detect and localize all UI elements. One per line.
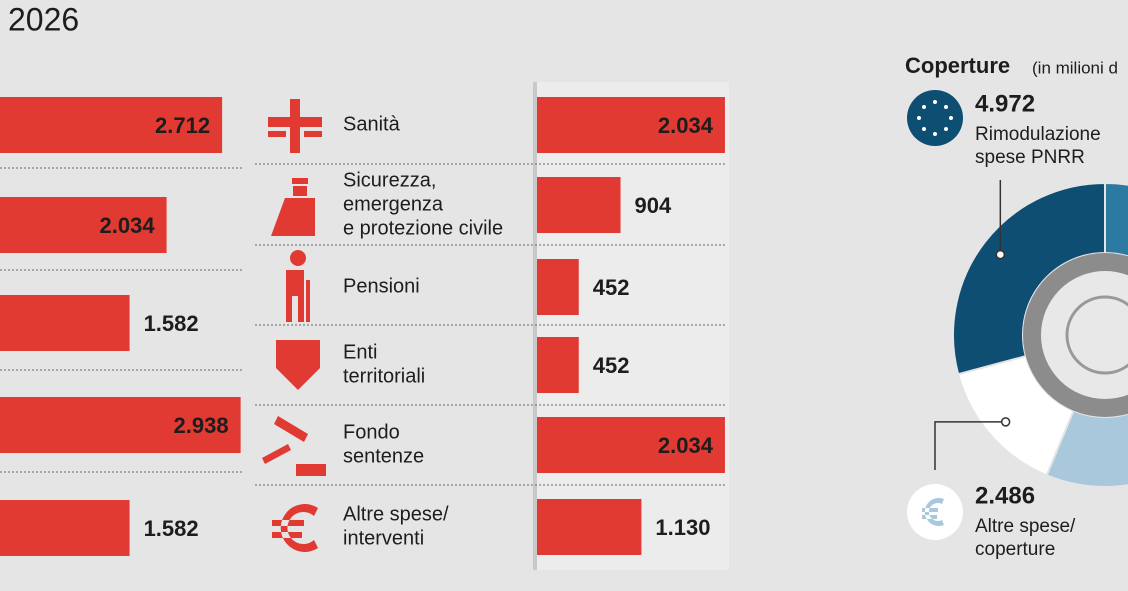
value-label: 1.130 — [655, 515, 710, 540]
pie-subtitle: (in milioni d — [1032, 58, 1118, 77]
value-label: 2.034 — [658, 433, 714, 458]
category-label: Sanità — [343, 113, 401, 135]
value-label: 1.582 — [144, 516, 199, 541]
star — [922, 127, 926, 131]
star — [949, 116, 953, 120]
category-label: Fondo — [343, 421, 400, 443]
bar — [0, 197, 167, 253]
star — [917, 116, 921, 120]
icon-health — [268, 99, 322, 153]
icon-security — [271, 178, 315, 236]
leader-dot — [1000, 417, 1011, 427]
star — [944, 127, 948, 131]
value-label: 904 — [635, 193, 672, 218]
icon-territory — [276, 340, 320, 390]
value-label: 452 — [593, 275, 630, 300]
center — [1041, 271, 1128, 399]
icon-euro — [272, 504, 318, 552]
bar — [537, 337, 579, 393]
category-label: emergenza — [343, 193, 444, 215]
pie-title: Coperture — [905, 53, 1010, 78]
value-label: 2.486 — [975, 482, 1035, 509]
value-label: 4.972 — [975, 90, 1035, 117]
value-label: 1.582 — [144, 311, 199, 336]
value-label: 2.034 — [658, 113, 714, 138]
category-label: Altre spese/ — [975, 516, 1076, 537]
bar — [0, 500, 130, 556]
category-label: Enti — [343, 341, 377, 363]
value-label: 2.712 — [155, 113, 210, 138]
chart-title: 2026 — [8, 1, 79, 37]
category-label: coperture — [975, 539, 1055, 560]
star — [933, 132, 937, 136]
star — [944, 105, 948, 109]
icon-pension — [286, 250, 310, 322]
category-label: e protezione civile — [343, 217, 503, 239]
value-label: 452 — [593, 353, 630, 378]
category-label: spese PNRR — [975, 147, 1085, 168]
category-label: Rimodulazione — [975, 124, 1101, 145]
eu-icon — [907, 90, 963, 146]
bar — [537, 499, 642, 555]
icons — [262, 99, 326, 552]
column-shadow — [533, 82, 537, 570]
bar — [0, 397, 241, 453]
leader-dot — [995, 249, 1006, 260]
category-label: Sicurezza, — [343, 169, 436, 191]
category-label: territoriali — [343, 365, 425, 387]
value-label: 2.938 — [174, 413, 229, 438]
category-label: Pensioni — [343, 275, 420, 297]
eu-stars — [917, 100, 953, 136]
bar — [0, 97, 223, 153]
euro-symbol — [922, 498, 944, 526]
bar — [537, 417, 725, 473]
bar — [537, 177, 621, 233]
leader-line — [934, 421, 1002, 470]
star — [933, 100, 937, 104]
bar — [537, 97, 725, 153]
bar — [537, 259, 579, 315]
bar — [0, 295, 130, 351]
category-label: interventi — [343, 527, 424, 549]
star — [922, 105, 926, 109]
separators — [0, 163, 727, 486]
pie-slice — [1104, 181, 1128, 258]
category-label: Altre spese/ — [343, 503, 449, 525]
category-label: sentenze — [343, 445, 424, 467]
value-label: 2.034 — [100, 213, 156, 238]
icon-court — [262, 416, 326, 476]
emblem — [1065, 295, 1128, 375]
column-panel — [533, 82, 729, 570]
